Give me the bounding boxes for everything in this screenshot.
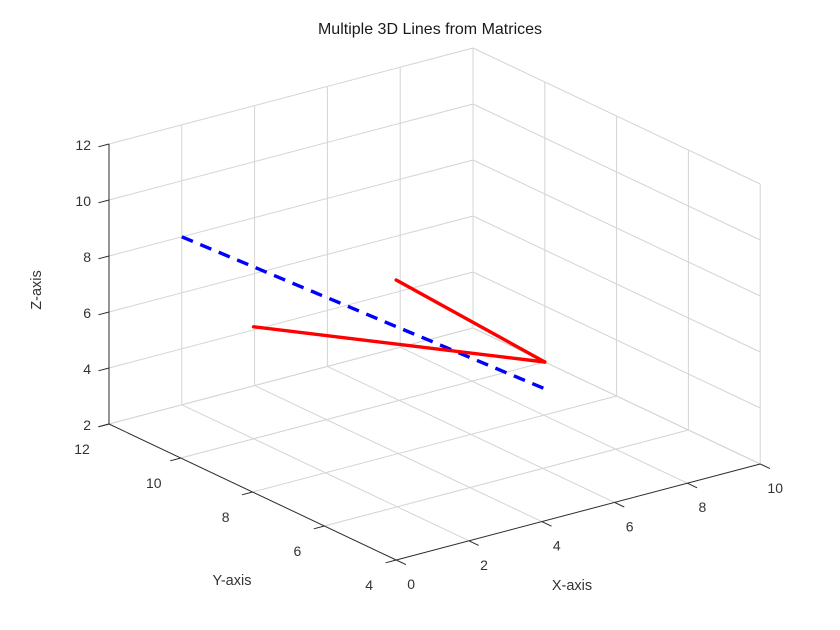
- y-tick-label: 10: [146, 475, 162, 491]
- x-tick-label: 0: [407, 576, 415, 592]
- z-axis-label: Z-axis: [29, 270, 45, 310]
- z-tick: [98, 199, 110, 204]
- x-tick-label: 6: [626, 518, 634, 534]
- z-tick-label: 8: [83, 249, 91, 265]
- y-tick-label: 8: [222, 509, 230, 525]
- x-tick-label: 8: [699, 499, 707, 515]
- x-tick-label: 2: [480, 557, 488, 573]
- y-tick: [170, 457, 181, 462]
- x-axis-line: [396, 463, 761, 561]
- data-lines: [181, 235, 547, 391]
- x-axis-label: X-axis: [551, 578, 593, 594]
- z-tick: [98, 367, 110, 372]
- z-tick-label: 10: [75, 193, 91, 209]
- x-tick: [687, 482, 698, 489]
- y-tick-label: 12: [74, 441, 90, 457]
- red-line-1: [394, 278, 547, 364]
- z-tick-label: 2: [83, 417, 91, 433]
- x-tick: [468, 540, 479, 546]
- y-tick: [313, 525, 325, 530]
- y-tick-label: 6: [294, 543, 302, 559]
- x-tick: [614, 501, 625, 508]
- y-tick: [241, 491, 253, 496]
- red-line-2: [251, 325, 547, 364]
- z-tick: [98, 255, 110, 260]
- z-tick-label: 12: [75, 137, 91, 153]
- z-tick: [98, 143, 110, 148]
- tick-marks: [98, 143, 771, 566]
- tick-labels: 0 2 4 6 8 10 4 6 8 10 12 2 4 6 8 10 12: [74, 137, 783, 593]
- z-tick-label: 4: [83, 361, 91, 377]
- x-tick: [541, 521, 552, 527]
- grid-back-wall: [108, 47, 474, 425]
- z-tick-label: 6: [83, 305, 91, 321]
- y-axis-label: Y-axis: [212, 573, 252, 589]
- axis-lines: [108, 144, 761, 561]
- grid-floor: [108, 327, 761, 542]
- y-tick: [385, 559, 397, 564]
- z-tick: [98, 311, 110, 316]
- x-tick-label: 10: [767, 480, 783, 496]
- chart-title: Multiple 3D Lines from Matrices: [317, 21, 543, 38]
- blue-dashed-line: [181, 235, 545, 391]
- x-tick-label: 4: [553, 538, 561, 554]
- z-tick: [98, 423, 110, 428]
- y-tick-label: 4: [365, 577, 373, 593]
- x-tick: [395, 559, 407, 566]
- x-tick: [759, 463, 771, 470]
